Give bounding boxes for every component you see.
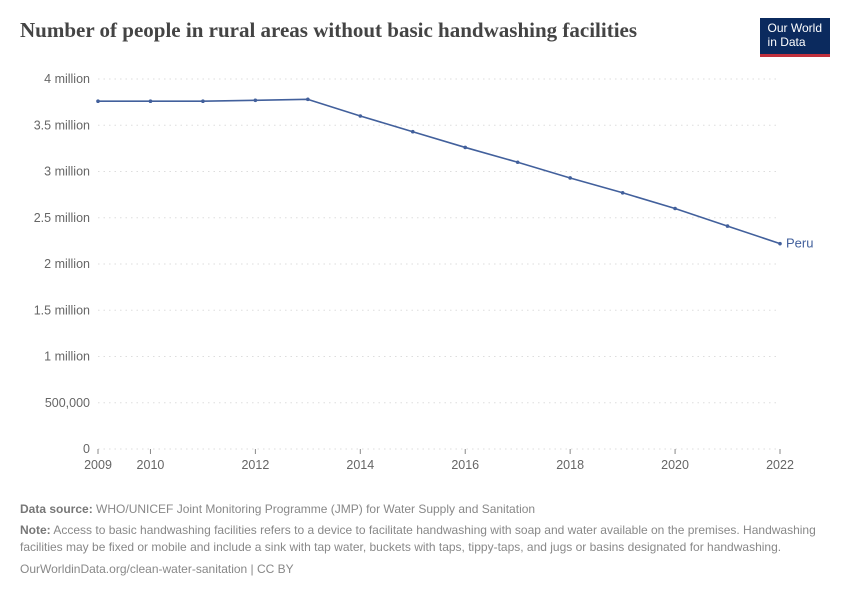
- data-point: [568, 176, 572, 180]
- x-tick-label: 2016: [451, 458, 479, 472]
- note-text: Access to basic handwashing facilities r…: [20, 523, 816, 554]
- data-source-row: Data source: WHO/UNICEF Joint Monitoring…: [20, 501, 830, 518]
- y-tick-label: 2.5 million: [34, 210, 90, 224]
- y-tick-label: 3 million: [44, 164, 90, 178]
- data-point: [149, 99, 153, 103]
- x-tick-label: 2009: [84, 458, 112, 472]
- data-point: [778, 241, 782, 245]
- data-point: [673, 206, 677, 210]
- data-source-text: WHO/UNICEF Joint Monitoring Programme (J…: [96, 502, 535, 516]
- y-tick-label: 2 million: [44, 257, 90, 271]
- data-point: [726, 224, 730, 228]
- y-tick-label: 1 million: [44, 349, 90, 363]
- series-label: Peru: [786, 235, 813, 250]
- data-point: [621, 191, 625, 195]
- data-point: [463, 145, 467, 149]
- x-tick-label: 2012: [241, 458, 269, 472]
- data-point: [516, 160, 520, 164]
- y-tick-label: 1.5 million: [34, 303, 90, 317]
- y-tick-label: 0: [83, 442, 90, 456]
- x-tick-label: 2022: [766, 458, 794, 472]
- data-point: [411, 130, 415, 134]
- x-tick-label: 2014: [346, 458, 374, 472]
- data-point: [306, 97, 310, 101]
- logo-line1: Our World: [768, 21, 822, 35]
- note-label: Note:: [20, 523, 51, 537]
- logo-line2: in Data: [768, 35, 806, 49]
- data-point: [254, 98, 258, 102]
- data-point: [359, 114, 363, 118]
- footer: Data source: WHO/UNICEF Joint Monitoring…: [20, 501, 830, 579]
- data-source-label: Data source:: [20, 502, 93, 516]
- header: Number of people in rural areas without …: [20, 18, 830, 57]
- y-tick-label: 500,000: [45, 395, 90, 409]
- page-title: Number of people in rural areas without …: [20, 18, 637, 43]
- note-row: Note: Access to basic handwashing facili…: [20, 522, 830, 557]
- x-tick-label: 2020: [661, 458, 689, 472]
- attribution-row: OurWorldinData.org/clean-water-sanitatio…: [20, 561, 830, 578]
- x-tick-label: 2018: [556, 458, 584, 472]
- attribution-text: OurWorldinData.org/clean-water-sanitatio…: [20, 562, 294, 576]
- x-tick-label: 2010: [137, 458, 165, 472]
- y-tick-label: 4 million: [44, 72, 90, 86]
- y-tick-label: 3.5 million: [34, 118, 90, 132]
- owid-logo: Our World in Data: [760, 18, 830, 57]
- data-point: [96, 99, 100, 103]
- data-point: [201, 99, 205, 103]
- line-chart: 0 500,000 1 million 1.5 million 2 million 2.5…: [20, 69, 830, 489]
